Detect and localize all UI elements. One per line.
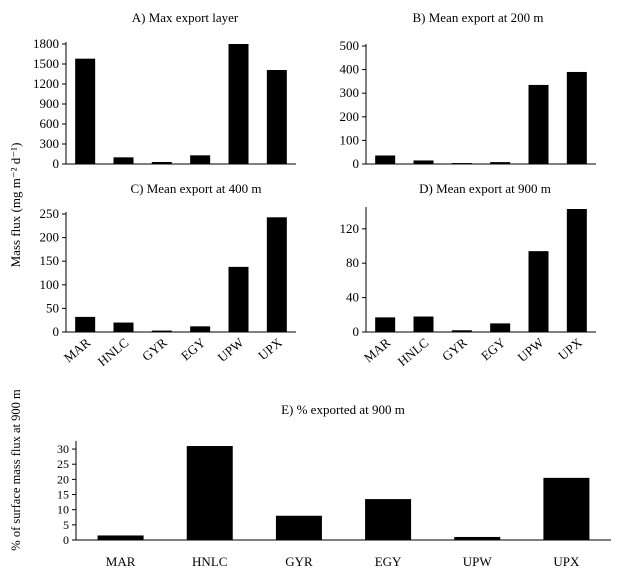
chart-e-ytick-label: 0 [63, 533, 69, 547]
chart-d-bar-hnlc [413, 316, 434, 332]
chart-c-ytick-label: 200 [40, 230, 60, 245]
chart-a-ytick-label: 1800 [33, 36, 59, 51]
chart-c-xtick-label: HNLC [95, 335, 132, 369]
chart-c-xtick-label: MAR [61, 335, 94, 366]
chart-e-ytick-label: 5 [63, 518, 69, 532]
chart-d-bar-gyr [451, 330, 472, 332]
chart-e-ytick-label: 15 [57, 488, 69, 502]
chart-a-ytick-label: 0 [53, 156, 60, 171]
chart-b-bar-hnlc [413, 160, 434, 164]
chart-e-xtick-label: HNLC [192, 554, 227, 569]
chart-b-bar-mar [375, 155, 396, 164]
chart-a-bar-upw [228, 44, 249, 164]
chart-b-bar-upx [566, 71, 587, 164]
chart-a-bar-upx [266, 70, 287, 164]
chart-c-title: C) Mean export at 400 m [130, 181, 261, 196]
chart-d-xtick-label: UPW [515, 334, 547, 365]
chart-c-bar-mar [75, 316, 96, 332]
chart-c-xtick-label: UPX [255, 334, 285, 363]
chart-e-bar-mar [97, 535, 144, 540]
chart-c-bar-hnlc [113, 322, 134, 332]
chart-b-bar-egy [490, 162, 511, 164]
chart-d-xtick-label: MAR [361, 335, 394, 366]
chart-d-ytick-label: 0 [353, 324, 360, 339]
chart-e-ytick-label: 20 [57, 472, 69, 486]
chart-e-xtick-label: GYR [285, 554, 313, 569]
chart-a-bar-gyr [151, 162, 172, 164]
chart-e-bar-gyr [275, 515, 322, 540]
chart-d-bar-upw [528, 251, 549, 332]
chart-b-bar-gyr [451, 163, 472, 164]
chart-e-bar-upw [454, 536, 501, 540]
chart-e-ytick-label: 25 [57, 457, 69, 471]
chart-c-ytick-label: 150 [40, 253, 60, 268]
chart-a-title: A) Max export layer [132, 10, 239, 25]
chart-c-ytick-label: 100 [40, 277, 60, 292]
chart-e-xtick-label: EGY [375, 554, 402, 569]
chart-e-ytick-label: 10 [57, 503, 69, 517]
chart-c-bar-upx [266, 217, 287, 332]
chart-c-bar-upw [228, 266, 249, 332]
chart-e-ytick-label: 30 [57, 442, 69, 456]
chart-c-ytick-label: 250 [40, 206, 60, 221]
chart-d-bar-mar [375, 317, 396, 332]
chart-d-ytick-label: 120 [340, 221, 360, 236]
chart-a-bar-hnlc [113, 157, 134, 164]
chart-d-xtick-label: EGY [478, 334, 509, 363]
chart-c-xtick-label: UPW [215, 334, 247, 365]
chart-b-ytick-label: 500 [340, 38, 360, 53]
chart-b-ytick-label: 400 [340, 62, 360, 77]
chart-b-title: B) Mean export at 200 m [412, 10, 543, 25]
chart-c-ytick-label: 50 [46, 300, 59, 315]
chart-a-ytick-label: 300 [40, 136, 60, 151]
chart-b-ytick-label: 200 [340, 109, 360, 124]
chart-e-xtick-label: UPX [553, 554, 580, 569]
shared-ylabel: Mass flux (mg m⁻² d⁻¹) [8, 143, 23, 268]
chart-c-ytick-label: 0 [53, 324, 60, 339]
chart-b-ytick-label: 0 [353, 156, 360, 171]
chart-a-ytick-label: 900 [40, 96, 60, 111]
panel-e-ylabel: % of surface mass flux at 900 m [9, 389, 23, 551]
chart-d-bar-upx [566, 209, 587, 332]
chart-d-xtick-label: GYR [439, 335, 470, 364]
chart-a-ytick-label: 1500 [33, 56, 59, 71]
chart-c-xtick-label: EGY [178, 334, 209, 363]
chart-c-xtick-label: GYR [139, 335, 170, 364]
chart-e-bar-upx [543, 477, 590, 540]
chart-a-bar-mar [75, 58, 96, 164]
chart-d-ytick-label: 80 [346, 255, 359, 270]
chart-a-ytick-label: 600 [40, 116, 60, 131]
chart-b-bar-upw [528, 84, 549, 164]
chart-e-xtick-label: MAR [106, 554, 136, 569]
chart-d-ytick-label: 40 [346, 290, 359, 305]
chart-b-ytick-label: 100 [340, 132, 360, 147]
chart-d-title: D) Mean export at 900 m [419, 181, 551, 196]
chart-a-ytick-label: 1200 [33, 76, 59, 91]
chart-d-xtick-label: UPX [555, 334, 585, 363]
chart-e-bar-hnlc [186, 446, 233, 540]
chart-b-ytick-label: 300 [340, 85, 360, 100]
chart-e-xtick-label: UPW [463, 554, 493, 569]
chart-d-xtick-label: HNLC [395, 335, 432, 369]
chart-c-bar-egy [190, 326, 211, 332]
chart-e-bar-egy [365, 499, 412, 540]
chart-d-bar-egy [490, 323, 511, 332]
chart-a-bar-egy [190, 155, 211, 164]
chart-e-title: E) % exported at 900 m [281, 402, 405, 417]
chart-c-bar-gyr [151, 330, 172, 332]
